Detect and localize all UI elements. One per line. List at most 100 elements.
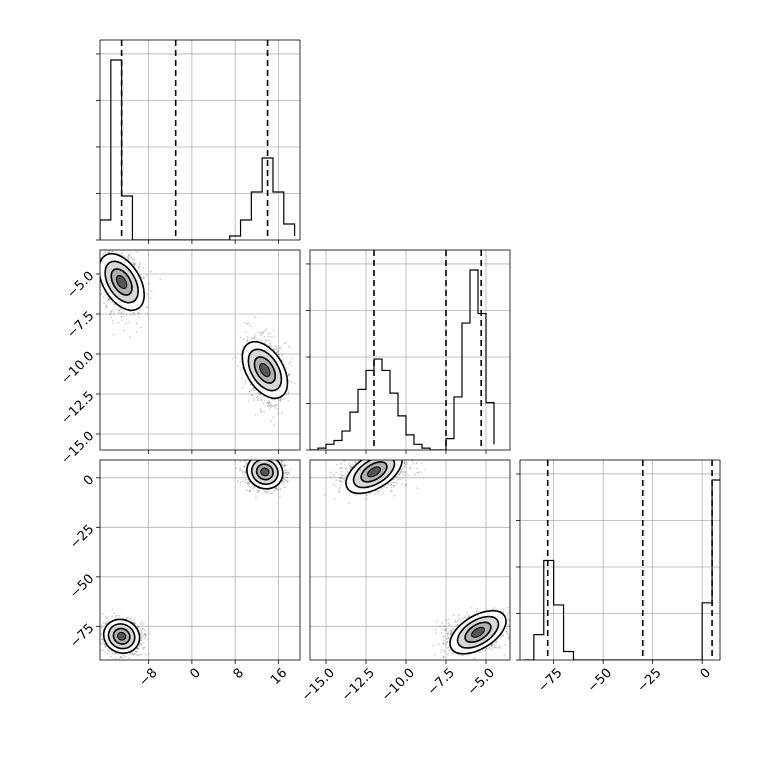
scatter-point (263, 456, 265, 458)
scatter-point (386, 453, 388, 455)
histogram-panel-p3 (520, 460, 720, 660)
scatter-point (339, 462, 342, 465)
scatter-point (132, 311, 135, 314)
scatter-point (468, 615, 470, 618)
scatter-point (365, 498, 367, 500)
scatter-point (257, 452, 259, 454)
scatter-point (364, 457, 366, 459)
scatter-point (262, 438, 264, 440)
scatter-point (341, 474, 344, 477)
scatter-point (133, 258, 135, 260)
scatter-point (107, 251, 110, 254)
scatter-point (134, 263, 136, 266)
scatter-point (261, 456, 263, 458)
scatter-point (262, 402, 265, 404)
scatter-point (283, 472, 286, 474)
scatter-point (269, 342, 272, 345)
scatter-point (526, 625, 528, 627)
scatter-point (283, 465, 286, 467)
scatter-point (265, 339, 268, 342)
scatter-point (369, 453, 371, 455)
scatter-point (287, 392, 290, 395)
scatter-point (137, 654, 140, 657)
scatter-point (246, 337, 249, 340)
scatter-point (343, 463, 346, 466)
scatter-point (333, 498, 336, 501)
scatter-point (271, 491, 274, 494)
scatter-point (101, 613, 104, 616)
scatter-point (408, 451, 410, 453)
scatter-point (282, 477, 285, 480)
scatter-point (120, 253, 123, 256)
scatter-point (274, 405, 276, 408)
scatter-point (133, 263, 136, 266)
scatter-point (269, 492, 272, 495)
scatter-point (332, 473, 335, 476)
scatter-point (280, 346, 282, 349)
scatter-point (102, 638, 104, 641)
scatter-point (264, 490, 267, 492)
scatter-point (100, 634, 103, 636)
panel-frame (99, 39, 301, 241)
scatter-point (393, 443, 395, 445)
scatter-point (269, 444, 271, 446)
scatter-point (403, 466, 405, 469)
scatter-point (255, 455, 257, 457)
scatter-point (246, 378, 248, 381)
scatter-point (356, 451, 358, 453)
scatter-point (131, 312, 134, 315)
scatter-point (444, 643, 447, 646)
scatter-point (276, 412, 279, 415)
scatter-point (137, 267, 140, 270)
scatter-point (275, 487, 278, 490)
scatter-point (290, 469, 292, 471)
scatter-point (340, 473, 343, 475)
scatter-point (271, 455, 273, 457)
scatter-point (116, 308, 118, 311)
scatter-point (507, 637, 510, 640)
scatter-point (285, 469, 288, 472)
scatter-point (260, 411, 263, 413)
scatter-point (245, 462, 248, 464)
scatter-point (113, 313, 115, 315)
scatter-point (271, 398, 274, 401)
scatter-point (132, 261, 135, 263)
scatter-point (394, 484, 396, 487)
scatter-point (91, 638, 93, 640)
scatter-point (81, 230, 83, 232)
scatter-point (145, 633, 148, 636)
scatter-point (495, 641, 498, 644)
scatter-point (280, 481, 283, 484)
scatter-point (117, 321, 120, 324)
scatter-point (283, 465, 285, 468)
scatter-point (260, 458, 262, 460)
scatter-point (341, 467, 343, 469)
scatter-point (121, 657, 124, 660)
scatter-point (107, 298, 110, 301)
scatter-point (107, 298, 110, 300)
scatter-point (457, 614, 460, 616)
scatter-point (341, 474, 343, 477)
scatter-point (247, 400, 250, 403)
scatter-point (121, 254, 124, 257)
scatter-point (104, 643, 106, 646)
scatter-point (396, 479, 399, 481)
scatter-point (111, 320, 114, 322)
scatter-point (368, 456, 370, 458)
scatter-point (341, 481, 344, 483)
scatter-point (382, 492, 385, 495)
scatter-point (274, 348, 277, 351)
scatter-point (97, 288, 99, 290)
scatter-point (399, 478, 402, 480)
scatter-point (273, 490, 276, 492)
scatter-point (404, 464, 406, 467)
scatter-point (278, 353, 280, 356)
scatter-point (269, 345, 271, 348)
scatter-point (139, 308, 142, 311)
scatter-point (385, 486, 388, 489)
scatter-point (146, 306, 149, 309)
scatter-point (141, 636, 144, 638)
scatter-point (523, 631, 525, 633)
scatter-point (247, 480, 250, 483)
